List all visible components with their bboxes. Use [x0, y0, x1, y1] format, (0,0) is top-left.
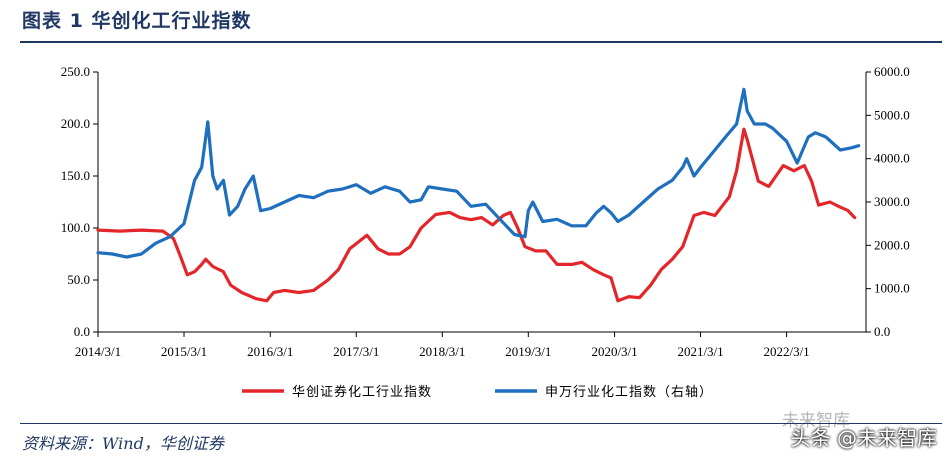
y-right-tick-label: 4000.0 [874, 151, 910, 166]
chart-legend: 华创证券化工行业指数 申万行业化工指数（右轴） [242, 384, 713, 400]
x-tick-label: 2020/3/1 [591, 344, 637, 359]
chart-axes: 0.0 50.0 100.0 150.0 200.0 250.0 0.0 1000.0 2000… [61, 64, 910, 359]
y-right-tick-label: 2000.0 [874, 237, 910, 252]
y-right-tick-label: 1000.0 [874, 281, 910, 296]
y-right-tick-label: 3000.0 [874, 194, 910, 209]
x-tick-label: 2021/3/1 [677, 344, 723, 359]
watermark-mark: 未来智库 [782, 411, 850, 431]
x-tick-label: 2019/3/1 [505, 344, 551, 359]
figure-title: 图表 1 华创化工行业指数 [22, 10, 252, 32]
x-tick-label: 2018/3/1 [419, 344, 465, 359]
y-right-tick-label: 5000.0 [874, 107, 910, 122]
source-rule [20, 423, 942, 424]
x-tick-label: 2014/3/1 [75, 344, 121, 359]
x-tick-label: 2022/3/1 [763, 344, 809, 359]
y-left-tick-label: 250.0 [61, 64, 90, 79]
y-left-tick-label: 0.0 [74, 324, 90, 339]
x-tick-label: 2016/3/1 [247, 344, 293, 359]
x-tick-label: 2017/3/1 [333, 344, 379, 359]
y-left-tick-label: 50.0 [67, 272, 90, 287]
series-line-huachuang [96, 127, 857, 303]
title-rule [20, 41, 942, 43]
y-left-tick-label: 100.0 [61, 220, 90, 235]
y-left-tick-label: 200.0 [61, 116, 90, 131]
y-left-tick-label: 150.0 [61, 168, 90, 183]
legend-label: 华创证券化工行业指数 [292, 384, 432, 400]
series-line-shenwan [96, 87, 861, 259]
y-right-tick-label: 0.0 [874, 324, 890, 339]
x-tick-label: 2015/3/1 [161, 344, 207, 359]
watermark-text: 头条 @未来智库 [790, 426, 937, 450]
chart-series [96, 87, 861, 303]
legend-label: 申万行业化工指数（右轴） [545, 385, 713, 400]
source-note: 资料来源：Wind，华创证券 [22, 434, 224, 453]
y-right-tick-label: 6000.0 [874, 64, 910, 79]
